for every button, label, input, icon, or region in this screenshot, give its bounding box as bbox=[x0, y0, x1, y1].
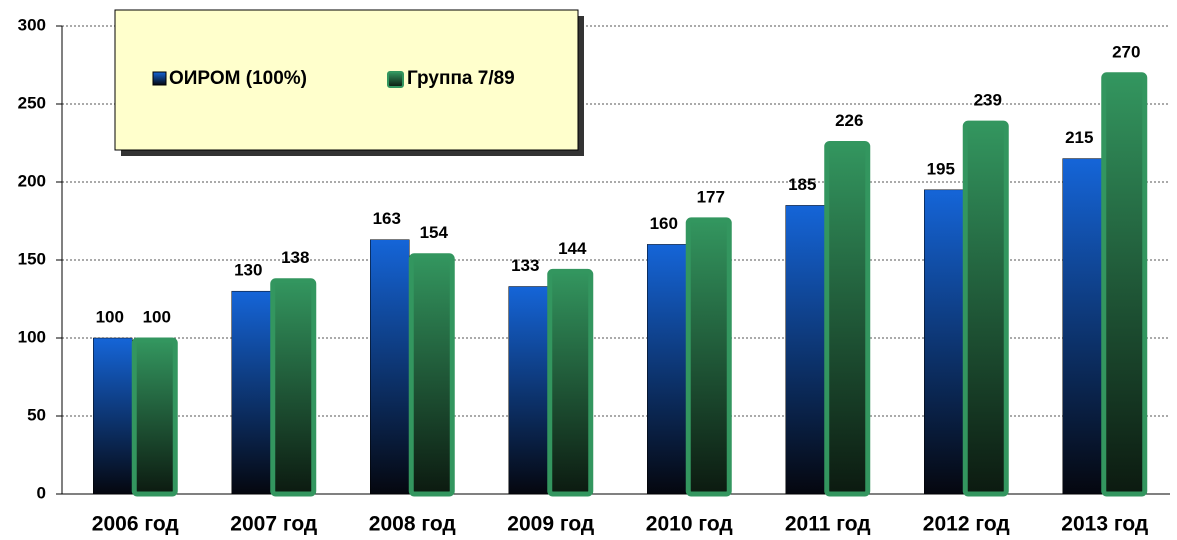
bar bbox=[1101, 72, 1148, 497]
x-tick-label: 2012 год bbox=[923, 513, 1010, 536]
x-tick-label: 2011 год bbox=[785, 513, 871, 536]
x-tick-label: 2008 год bbox=[369, 513, 456, 536]
y-tick-label: 200 bbox=[18, 171, 46, 190]
bar bbox=[962, 120, 1009, 497]
value-label: 177 bbox=[697, 187, 725, 206]
bar bbox=[1062, 158, 1102, 495]
bar bbox=[408, 253, 455, 497]
bar bbox=[647, 244, 687, 495]
value-label: 130 bbox=[234, 261, 262, 280]
value-label: 163 bbox=[373, 209, 401, 228]
value-label: 226 bbox=[835, 111, 863, 130]
legend-label: ОИРОМ (100%) bbox=[169, 68, 307, 89]
bar bbox=[824, 140, 871, 497]
bar bbox=[370, 239, 410, 495]
value-label: 215 bbox=[1065, 128, 1093, 147]
bar bbox=[131, 337, 178, 497]
legend-label: Группа 7/89 bbox=[407, 68, 515, 89]
value-label: 100 bbox=[96, 307, 124, 326]
y-tick-label: 0 bbox=[37, 483, 46, 502]
value-label: 160 bbox=[650, 214, 678, 233]
legend-swatch bbox=[387, 71, 404, 88]
value-label: 195 bbox=[927, 159, 955, 178]
value-label: 270 bbox=[1112, 42, 1140, 61]
x-tick-label: 2009 год bbox=[507, 513, 594, 536]
value-label: 138 bbox=[281, 248, 309, 267]
bar bbox=[231, 290, 271, 495]
value-label: 100 bbox=[143, 307, 171, 326]
bar bbox=[93, 337, 133, 495]
bar bbox=[924, 189, 964, 495]
y-tick-label: 100 bbox=[18, 327, 46, 346]
y-tick-label: 300 bbox=[18, 15, 46, 34]
legend-swatch bbox=[152, 71, 167, 86]
x-tick-label: 2006 год bbox=[92, 513, 179, 536]
y-tick-label: 50 bbox=[27, 405, 46, 424]
x-tick-label: 2010 год bbox=[646, 513, 733, 536]
value-label: 154 bbox=[420, 223, 449, 242]
value-label: 185 bbox=[788, 175, 816, 194]
bar bbox=[685, 217, 732, 497]
value-label: 133 bbox=[511, 256, 539, 275]
y-tick-label: 250 bbox=[18, 93, 46, 112]
bar bbox=[508, 286, 548, 495]
x-tick-label: 2013 год bbox=[1061, 513, 1148, 536]
value-label: 144 bbox=[558, 239, 587, 258]
x-tick-label: 2007 год bbox=[230, 513, 317, 536]
legend-box bbox=[114, 9, 579, 151]
bar bbox=[547, 268, 594, 497]
value-label: 239 bbox=[974, 91, 1002, 110]
y-tick-label: 150 bbox=[18, 249, 46, 268]
bar bbox=[785, 205, 825, 495]
bar bbox=[270, 278, 317, 497]
legend: ОИРОМ (100%) Группа 7/89 bbox=[114, 9, 584, 156]
